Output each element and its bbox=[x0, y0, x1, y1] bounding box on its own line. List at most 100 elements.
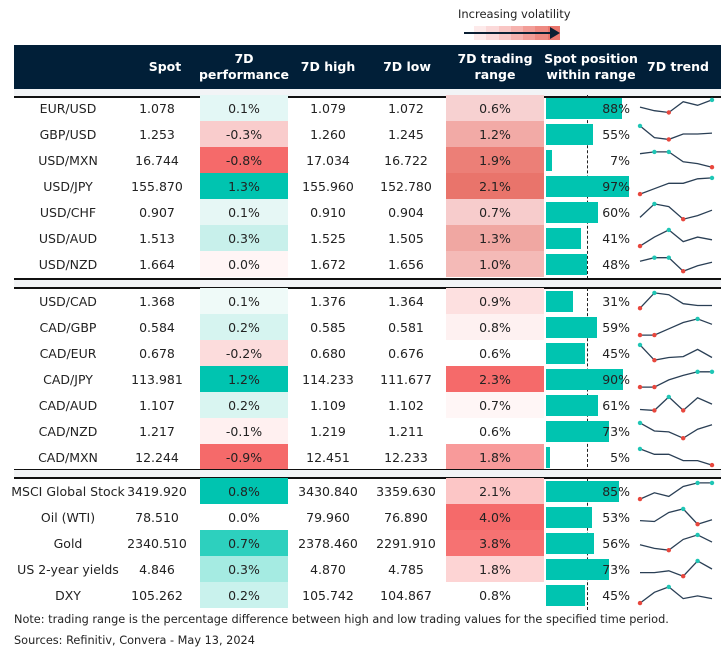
spot-value: 105.262 bbox=[131, 587, 183, 603]
header-spot: Spot bbox=[148, 59, 182, 74]
trend-line bbox=[639, 586, 713, 604]
spot-position-label: 56% bbox=[602, 535, 630, 551]
table-row: USD/JPY 155.870 1.3% 155.960 152.780 2.1% 97% bbox=[0, 173, 721, 199]
high-value: 1.079 bbox=[310, 100, 346, 116]
trend-min-point bbox=[652, 358, 657, 363]
instrument-name: CAD/AUD bbox=[38, 397, 98, 413]
trading-range-value: 0.8% bbox=[446, 314, 544, 340]
trend-min-point bbox=[681, 217, 686, 222]
trend-sparkline bbox=[637, 342, 713, 363]
performance-value: -0.8% bbox=[200, 147, 288, 173]
trading-range-value: 0.7% bbox=[446, 392, 544, 418]
trading-range-value: 1.2% bbox=[446, 121, 544, 147]
low-value: 3359.630 bbox=[376, 483, 436, 499]
section-separator bbox=[14, 89, 721, 97]
trend-line bbox=[639, 292, 712, 309]
trend-sparkline bbox=[637, 480, 715, 502]
spot-position-bar bbox=[546, 150, 553, 171]
trend-max-point bbox=[652, 201, 657, 207]
trading-range-value: 0.7% bbox=[446, 199, 544, 225]
spot-position-label: 90% bbox=[602, 371, 630, 387]
table-row: USD/CHF 0.907 0.1% 0.910 0.904 0.7% 60% bbox=[0, 199, 721, 225]
trend-min-point bbox=[681, 436, 686, 441]
spot-position-bar bbox=[546, 559, 609, 580]
spot-position-label: 5% bbox=[610, 449, 630, 465]
performance-value: 0.8% bbox=[200, 478, 288, 504]
trend-sparkline bbox=[637, 369, 715, 390]
instrument-name: GBP/USD bbox=[39, 126, 97, 142]
low-value: 104.867 bbox=[380, 587, 432, 603]
instrument-name: USD/MXN bbox=[38, 152, 98, 168]
trend-max-point bbox=[695, 369, 700, 374]
trend-min-point bbox=[637, 243, 643, 249]
trend-min-point bbox=[652, 408, 657, 413]
high-value: 155.960 bbox=[302, 178, 354, 194]
spot-value: 1.253 bbox=[139, 126, 175, 142]
spot-value: 78.510 bbox=[135, 509, 179, 525]
table-row: CAD/MXN 12.244 -0.9% 12.451 12.233 1.8% 5% bbox=[0, 444, 721, 470]
trend-max-point bbox=[666, 584, 671, 590]
spot-position-bar bbox=[546, 369, 624, 390]
low-value: 0.676 bbox=[388, 345, 424, 361]
trend-min-point bbox=[666, 137, 671, 142]
trend-max-point bbox=[709, 175, 715, 181]
section-separator bbox=[14, 470, 721, 478]
trend-min-point bbox=[652, 332, 657, 338]
instrument-name: CAD/JPY bbox=[43, 371, 93, 387]
low-value: 152.780 bbox=[380, 178, 432, 194]
section-end-rule bbox=[14, 278, 721, 280]
trading-range-value: 1.8% bbox=[446, 556, 544, 582]
trend-sparkline bbox=[640, 558, 713, 579]
spot-value: 1.664 bbox=[139, 256, 175, 272]
trend-line bbox=[639, 203, 713, 220]
trading-range-value: 1.9% bbox=[446, 147, 544, 173]
trend-max-point bbox=[709, 97, 715, 103]
trend-line bbox=[639, 229, 713, 247]
trading-range-value: 0.6% bbox=[446, 95, 544, 121]
spot-position-label: 97% bbox=[602, 178, 630, 194]
spot-position-label: 48% bbox=[602, 256, 630, 272]
header-7d-low: 7D low bbox=[383, 59, 431, 74]
instrument-name: EUR/USD bbox=[39, 100, 97, 116]
high-value: 2378.460 bbox=[298, 535, 358, 551]
trend-line bbox=[639, 482, 712, 500]
header-spot-position: Spot position within range bbox=[544, 51, 638, 82]
trend-max-point bbox=[695, 480, 700, 486]
low-value: 1.656 bbox=[388, 256, 424, 272]
trading-range-value: 0.9% bbox=[446, 288, 544, 314]
performance-value: 0.3% bbox=[200, 225, 288, 251]
instrument-name: CAD/NZD bbox=[38, 423, 98, 439]
trend-sparkline bbox=[639, 97, 715, 115]
trading-range-value: 1.3% bbox=[446, 225, 544, 251]
trend-line bbox=[639, 422, 713, 439]
trading-range-value: 0.8% bbox=[446, 582, 544, 608]
table-row: Oil (WTI) 78.510 0.0% 79.960 76.890 4.0% 53% bbox=[0, 504, 721, 530]
trend-min-point bbox=[681, 574, 686, 579]
table-row: CAD/EUR 0.678 -0.2% 0.680 0.676 0.6% 45% bbox=[0, 340, 721, 366]
spot-position-bar bbox=[546, 507, 592, 528]
performance-value: 0.1% bbox=[200, 95, 288, 121]
instrument-name: MSCI Global Stock bbox=[11, 483, 125, 499]
trading-range-value: 3.8% bbox=[446, 530, 544, 556]
trend-max-point bbox=[652, 290, 657, 296]
spot-position-label: 73% bbox=[602, 423, 630, 439]
legend-arrow-line bbox=[464, 32, 554, 34]
table-row: DXY 105.262 0.2% 105.742 104.867 0.8% 45% bbox=[0, 582, 721, 608]
table-header: Spot 7D performance 7D high 7D low 7D tr… bbox=[14, 45, 721, 89]
spot-position-bar bbox=[546, 124, 594, 145]
trend-max-point bbox=[666, 149, 671, 155]
low-value: 0.581 bbox=[388, 319, 424, 335]
trend-max-point bbox=[666, 394, 671, 400]
high-value: 4.870 bbox=[310, 561, 346, 577]
spot-position-bar bbox=[546, 533, 595, 554]
trend-sparkline bbox=[637, 446, 715, 468]
trend-min-point bbox=[666, 548, 671, 553]
footnote: Note: trading range is the percentage di… bbox=[14, 613, 669, 626]
section-rule bbox=[14, 477, 721, 479]
instrument-name: USD/CAD bbox=[39, 293, 97, 309]
header-7d-trading-range: 7D trading range bbox=[457, 51, 533, 82]
sources: Sources: Refinitiv, Convera - May 13, 20… bbox=[14, 634, 255, 647]
spot-position-bar bbox=[546, 202, 598, 223]
trend-sparkline bbox=[639, 506, 713, 527]
section-rule bbox=[14, 287, 721, 289]
